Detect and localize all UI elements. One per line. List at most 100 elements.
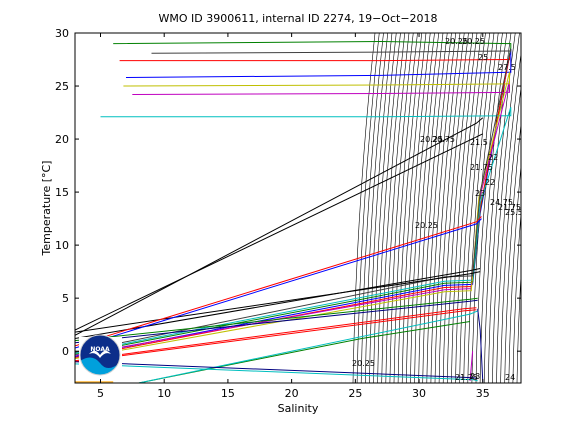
density-contour-label: 20.25 bbox=[420, 135, 443, 144]
x-axis: 5 10 15 20 25 30 35 bbox=[97, 33, 490, 400]
isopycnal-line bbox=[385, 33, 410, 383]
profile-line bbox=[75, 133, 484, 331]
isopycnal-line bbox=[451, 33, 478, 383]
isopycnal-line bbox=[520, 373, 521, 383]
density-contour-label: 21.75 bbox=[470, 163, 493, 172]
x-axis-title: Salinity bbox=[278, 402, 319, 415]
x-tick-label: 10 bbox=[157, 387, 171, 400]
isopycnal-line bbox=[504, 121, 521, 383]
density-contour-label: 20.25 bbox=[415, 221, 438, 230]
profile-line bbox=[469, 351, 474, 381]
isopycnal-line bbox=[410, 33, 435, 383]
isopycnal-line bbox=[467, 33, 495, 383]
isopycnal-line bbox=[414, 33, 440, 383]
isopycnal-line bbox=[492, 33, 520, 383]
density-contour-label: 23 bbox=[475, 189, 485, 198]
y-tick-label: 10 bbox=[55, 239, 69, 252]
y-tick-label: 15 bbox=[55, 186, 69, 199]
isopycnal-line bbox=[393, 33, 418, 383]
isopycnal-line bbox=[377, 33, 401, 383]
density-contour-label: 25 bbox=[478, 53, 488, 62]
isopycnal-line bbox=[463, 33, 491, 383]
isopycnal-line bbox=[438, 33, 465, 383]
isopycnal-line bbox=[475, 33, 503, 383]
density-contour-label: 24.75 bbox=[490, 198, 513, 207]
isopycnal-line bbox=[434, 33, 461, 383]
profile-line bbox=[75, 216, 482, 347]
isopycnal-line bbox=[500, 84, 521, 383]
isopycnal-line bbox=[430, 33, 457, 383]
y-tick-label: 25 bbox=[55, 80, 69, 93]
density-contour-label: 20.25 bbox=[445, 37, 468, 46]
isopycnal-line bbox=[479, 33, 508, 383]
isopycnal-line bbox=[422, 33, 448, 383]
density-contour-label: 21.75 bbox=[455, 373, 478, 382]
isopycnal-line bbox=[426, 33, 452, 383]
isopycnal-line bbox=[418, 33, 444, 383]
density-contour-label: 24 bbox=[505, 373, 515, 382]
isopycnal-line bbox=[406, 33, 431, 383]
profile-line bbox=[75, 297, 478, 342]
profile-line bbox=[75, 309, 477, 363]
profile-line bbox=[138, 321, 471, 383]
x-tick-label: 30 bbox=[412, 387, 426, 400]
profile-line bbox=[75, 117, 484, 336]
isopycnal-line bbox=[442, 33, 469, 383]
y-axis: 0 5 10 15 20 25 30 bbox=[55, 27, 521, 358]
y-tick-label: 5 bbox=[62, 292, 69, 305]
isopycnal-line bbox=[373, 33, 397, 383]
isopycnal-line bbox=[533, 33, 562, 383]
density-contour-label: 20.25 bbox=[462, 37, 485, 46]
isopycnal-line bbox=[525, 33, 553, 383]
seagull-icon bbox=[89, 350, 111, 358]
isopycnal-line bbox=[397, 33, 423, 383]
y-tick-label: 30 bbox=[55, 27, 69, 40]
profile-line bbox=[477, 308, 484, 382]
isopycnal-line bbox=[516, 269, 521, 383]
contour-labels: 20.2520.2520.7520.2521.75222324.7521.752… bbox=[352, 37, 523, 382]
profile-line bbox=[75, 299, 478, 344]
plot-frame bbox=[74, 32, 522, 384]
series-layer bbox=[75, 40, 512, 383]
density-contour-label: 20.75 bbox=[432, 135, 455, 144]
isopycnal-line bbox=[538, 33, 567, 383]
profile-line bbox=[75, 218, 482, 349]
y-tick-label: 20 bbox=[55, 133, 69, 146]
profile-line bbox=[75, 361, 478, 380]
isopycnal-line bbox=[529, 33, 557, 383]
isopycnal-line bbox=[459, 33, 486, 383]
isopycnal-line bbox=[455, 33, 482, 383]
profile-line bbox=[75, 307, 477, 362]
isopycnal-line bbox=[360, 33, 384, 383]
profile-line bbox=[75, 72, 510, 360]
density-contour-label: 21.5 bbox=[470, 138, 488, 147]
profile-line bbox=[138, 310, 478, 383]
density-contour-label: 21.75 bbox=[498, 203, 521, 212]
isopycnal-line bbox=[508, 162, 521, 383]
density-contour-label: 25.5 bbox=[505, 208, 523, 217]
x-tick-label: 5 bbox=[97, 387, 104, 400]
logo-text: NOAA bbox=[90, 346, 110, 353]
isopycnal-line bbox=[352, 33, 376, 383]
isopycnal-line bbox=[381, 33, 406, 383]
isopycnal-line bbox=[496, 51, 521, 383]
density-contour-label: 20.25 bbox=[352, 359, 375, 368]
noaa-logo: NOAA bbox=[79, 334, 122, 379]
x-tick-label: 20 bbox=[285, 387, 299, 400]
x-tick-label: 15 bbox=[221, 387, 235, 400]
isopycnal-line bbox=[447, 33, 474, 383]
profile-line bbox=[75, 271, 481, 333]
density-contours bbox=[352, 33, 567, 383]
profile-line bbox=[75, 268, 481, 339]
y-tick-label: 0 bbox=[62, 345, 69, 358]
density-contour-label: 27.5 bbox=[498, 63, 516, 72]
isopycnal-line bbox=[401, 33, 427, 383]
density-contour-label: 23 bbox=[470, 372, 480, 381]
profile-line bbox=[75, 80, 510, 356]
isopycnal-line bbox=[389, 33, 414, 383]
chart-title: WMO ID 3900611, internal ID 2274, 19−Oct… bbox=[158, 12, 437, 25]
density-contour-label: 22 bbox=[488, 153, 498, 162]
y-axis-title: Temperature [°C] bbox=[40, 161, 53, 257]
x-tick-label: 25 bbox=[348, 387, 362, 400]
